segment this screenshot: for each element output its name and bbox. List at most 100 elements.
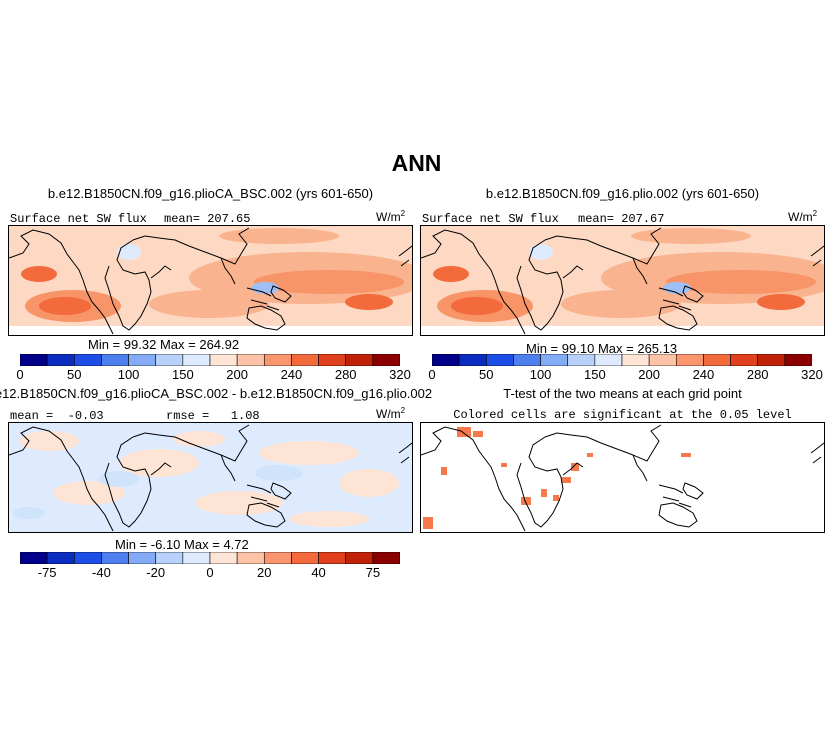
field-southern-edge <box>421 326 824 335</box>
coastline <box>810 442 824 464</box>
diff-map <box>9 423 412 532</box>
case1-map-panel <box>8 225 413 336</box>
case1-colorbar: 0 50 100 150 200 240 280 320 <box>16 353 411 382</box>
coastline <box>421 426 526 532</box>
colorbar-box <box>73 353 102 367</box>
significant-cell <box>571 463 579 471</box>
field-positive-patch <box>19 431 79 451</box>
field-max-patch <box>451 297 503 315</box>
colorbar-tick-label: 320 <box>389 367 411 382</box>
field-max-patch <box>345 294 393 310</box>
colorbar-tick-label: 320 <box>801 367 823 382</box>
case2-field-label: Surface net SW flux <box>422 212 559 226</box>
coastline <box>132 227 250 265</box>
case1-max-value: 264.92 <box>199 337 240 352</box>
coastline <box>270 285 292 303</box>
units-exp: 2 <box>400 406 406 415</box>
colorbar-tick-label: -75 <box>37 565 57 580</box>
coastline <box>132 424 250 462</box>
colorbar-tick-label: 20 <box>257 565 272 580</box>
colorbar-tick-label: 280 <box>334 367 357 382</box>
diff-min-value: -6.10 <box>150 537 181 552</box>
colorbar-box <box>318 551 347 565</box>
case2-colorbar: 0 50 100 150 200 240 280 320 <box>428 353 823 382</box>
colorbar-tick-label: 100 <box>117 367 140 382</box>
case2-min-label: Min = <box>526 341 559 356</box>
colorbar-box <box>128 353 157 367</box>
diff-minmax: Min = -6.10 Max = 4.72 <box>115 537 249 552</box>
coastline <box>220 454 236 482</box>
coastline <box>9 426 114 532</box>
diff-mean-label: mean = <box>10 409 54 423</box>
significant-cell <box>681 453 691 457</box>
colorbar-tick-label: 150 <box>171 367 194 382</box>
case2-mean: mean= 207.67 <box>578 212 664 226</box>
colorbar-box <box>675 353 704 367</box>
colorbar-box <box>209 551 238 565</box>
field-background <box>421 423 824 532</box>
units-exp: 2 <box>400 209 406 218</box>
case1-units: W/m2 <box>376 209 405 224</box>
field-negative-patch <box>99 471 139 487</box>
field-positive-patch <box>173 431 225 447</box>
coastline <box>632 257 648 285</box>
coastline <box>516 436 564 528</box>
colorbar-box <box>648 353 677 367</box>
coastline <box>246 502 286 528</box>
coastline <box>246 484 280 508</box>
colorbar-box <box>485 353 514 367</box>
field-positive-patch <box>339 469 399 497</box>
colorbar-box <box>372 551 401 565</box>
coastline <box>9 229 114 335</box>
colorbar-tick-label: 200 <box>638 367 660 382</box>
colorbar-box <box>345 353 374 367</box>
colorbar-box <box>757 353 786 367</box>
coastline <box>398 442 412 464</box>
coastline <box>562 462 584 476</box>
coastline <box>398 245 412 267</box>
case1-mean-label: mean= <box>164 212 201 226</box>
case1-title: b.e12.B1850CN.f09_g16.plioCA_BSC.002 (yr… <box>47 186 374 201</box>
case2-title: b.e12.B1850CN.f09_g16.plio.002 (yrs 601-… <box>485 186 760 201</box>
colorbar-box <box>345 551 374 565</box>
colorbar-box <box>263 353 292 367</box>
colorbar-box <box>291 353 319 367</box>
coastline <box>658 502 698 528</box>
coastline <box>220 257 236 285</box>
case1-map <box>9 226 412 335</box>
field-southern-edge <box>9 326 412 335</box>
colorbar-box <box>236 353 265 367</box>
diff-units: W/m2 <box>376 406 405 421</box>
significant-cell <box>441 467 447 475</box>
ttest-subtitle: Colored cells are significant at the 0.0… <box>453 408 792 422</box>
field-band-north-pacific <box>219 228 339 244</box>
colorbar-tick-label: 200 <box>226 367 248 382</box>
diff-min-label: Min = <box>115 537 148 552</box>
units-base: W/m <box>376 407 401 421</box>
field-band-core <box>254 270 404 294</box>
field-max-patch <box>39 297 91 315</box>
coastline <box>658 287 692 311</box>
colorbar-tick-label: -40 <box>92 565 111 580</box>
ttest-map <box>421 423 824 532</box>
colorbar-box <box>46 551 75 565</box>
field-band-core <box>666 270 816 294</box>
colorbar-box <box>73 551 102 565</box>
main-title: ANN <box>391 150 442 176</box>
colorbar-box <box>703 353 731 367</box>
colorbar-box <box>46 353 75 367</box>
case1-field-label: Surface net SW flux <box>10 212 147 226</box>
coastline <box>682 482 704 500</box>
ttest-map-panel <box>420 422 825 533</box>
coastline <box>104 239 152 331</box>
case2-units: W/m2 <box>788 209 817 224</box>
case1-max-label: Max = <box>159 337 196 352</box>
field-positive-patch <box>195 491 283 515</box>
colorbar-tick-label: 75 <box>365 565 381 580</box>
coastline <box>544 227 662 265</box>
colorbar-box <box>209 353 238 367</box>
colorbar-tick-label: 0 <box>16 367 24 382</box>
coastline <box>246 305 286 331</box>
field-band-indian-ocean <box>149 290 269 318</box>
field-min-patch <box>529 244 553 260</box>
